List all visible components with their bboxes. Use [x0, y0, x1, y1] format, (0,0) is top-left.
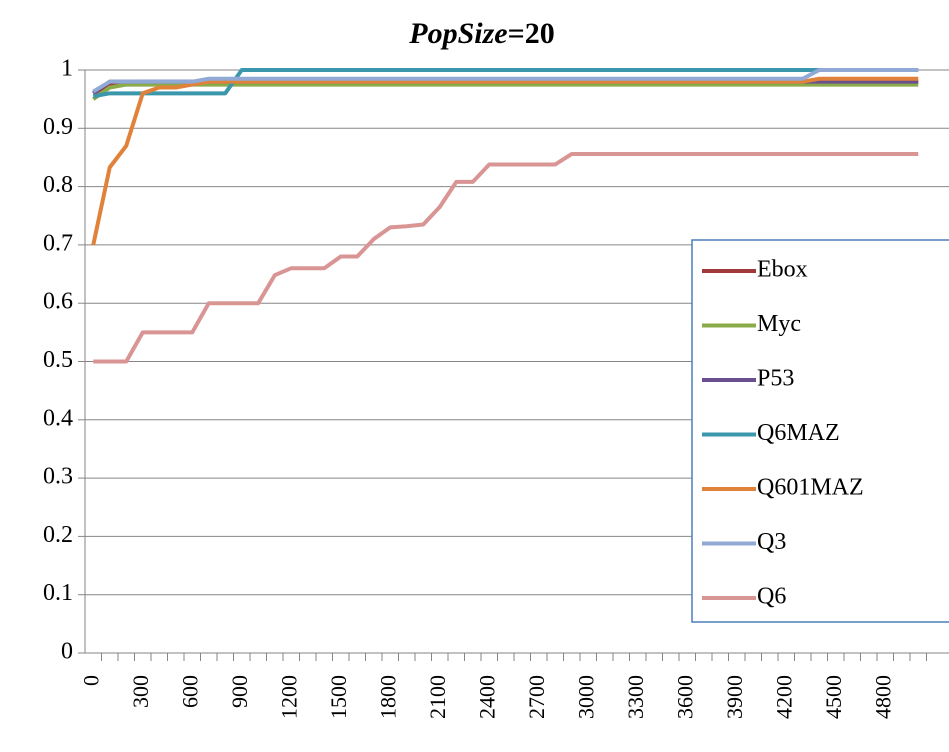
y-tick-label: 0.3 [43, 464, 73, 490]
x-tick-label: 3300 [623, 675, 648, 719]
x-tick-label: 300 [128, 675, 153, 708]
series-line [93, 151, 919, 364]
y-tick-label: 0.6 [43, 289, 73, 315]
x-tick-label: 4500 [821, 675, 846, 719]
y-tick-label: 0.9 [43, 114, 73, 140]
legend-label: Q6MAZ [757, 420, 840, 446]
x-tick-label: 3600 [672, 675, 697, 719]
y-tick-label: 0 [61, 639, 73, 665]
x-tick-label: 600 [177, 675, 202, 708]
legend-label: P53 [757, 366, 794, 392]
x-tick-label: 2700 [524, 675, 549, 719]
x-tick-label: 0 [78, 675, 103, 686]
legend-label: Q6 [757, 584, 786, 610]
series-line [92, 68, 919, 94]
x-tick-label: 1500 [326, 675, 351, 719]
x-tick-label: 4200 [771, 675, 796, 719]
x-tick-label: 900 [227, 675, 252, 708]
y-tick-label: 0.8 [43, 172, 73, 198]
x-tick-label: 3000 [573, 675, 598, 719]
legend-label: Myc [757, 311, 801, 337]
x-tick-label: 4800 [870, 675, 895, 719]
chart-title: PopSize=20 [408, 17, 554, 50]
legend-box [691, 239, 949, 623]
x-tick-label: 2400 [474, 675, 499, 719]
y-tick-label: 0.4 [43, 405, 73, 431]
y-tick-label: 0.5 [43, 347, 73, 373]
y-tick-label: 0.2 [43, 522, 73, 548]
series-line [91, 76, 919, 246]
series-line [92, 68, 919, 99]
x-tick-label: 3900 [722, 675, 747, 719]
legend-label: Q601MAZ [757, 475, 864, 501]
x-tick-label: 1800 [375, 675, 400, 719]
title-rest: =20 [508, 17, 555, 50]
legend-label: Q3 [757, 529, 786, 555]
x-tick-label: 1200 [276, 675, 301, 719]
y-tick-label: 0.1 [43, 580, 73, 606]
legend-label: Ebox [757, 257, 808, 283]
x-tick-label: 2100 [425, 675, 450, 719]
y-tick-label: 0.7 [43, 230, 73, 256]
y-tick-label: 1 [61, 56, 73, 82]
title-italic: PopSize [408, 17, 507, 50]
